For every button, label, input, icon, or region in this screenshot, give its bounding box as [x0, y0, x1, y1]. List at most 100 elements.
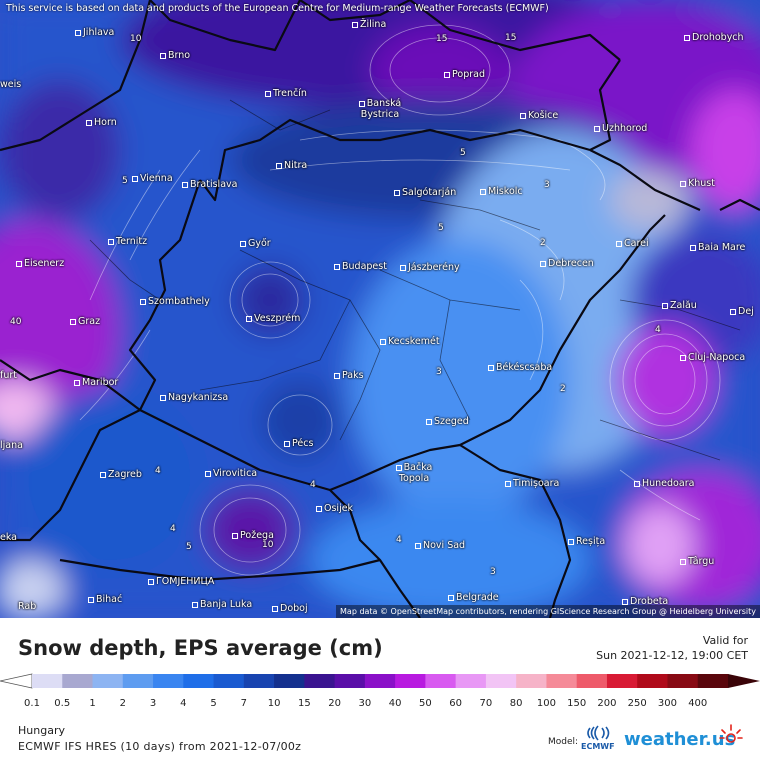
city-marker-icon: [540, 260, 546, 267]
legend-title: Snow depth, EPS average (cm): [18, 636, 383, 660]
city-kosice: Košice: [520, 110, 558, 121]
scale-swatch: [364, 674, 396, 688]
scale-swatch: [62, 674, 94, 688]
city-marker-icon: [415, 542, 421, 549]
city-marker-icon: [520, 112, 526, 119]
contour-label: 3: [436, 367, 442, 377]
city-marker-icon: [284, 440, 290, 447]
city-marker-icon: [334, 263, 340, 270]
city-ternitz: Ternitz: [108, 236, 147, 247]
scale-tick-label: 0.1: [24, 698, 40, 709]
city-bratislava: Bratislava: [182, 179, 237, 190]
scale-tick-label: 20: [328, 698, 341, 709]
scale-tick-label: 0.5: [54, 698, 71, 709]
country-borders: [0, 0, 760, 618]
scale-swatch: [274, 674, 305, 688]
city-backa-topola: Bačka Topola: [390, 462, 438, 484]
city-cluj-napoca: Cluj-Napoca: [680, 352, 745, 363]
contour-label: 10: [130, 34, 142, 44]
contour-label: 10: [262, 540, 274, 550]
city-bihac: Bihać: [88, 594, 122, 605]
city-furt: furt: [0, 370, 17, 381]
scale-swatch: [606, 674, 638, 688]
scale-tick-label: 70: [479, 698, 493, 709]
scale-swatch: [32, 674, 63, 688]
city-marker-icon: [358, 100, 365, 107]
city-marker-icon: [88, 596, 94, 603]
city-bekescsaba: Békéscsaba: [488, 362, 552, 373]
scale-swatch: [576, 674, 608, 688]
scale-swatch: [183, 674, 215, 688]
city-doboj: Doboj: [272, 603, 308, 614]
city-dej: Dej: [730, 306, 754, 317]
city-maribor: Maribor: [74, 377, 118, 388]
city-marker-icon: [160, 52, 166, 59]
scale-tick-label: 4: [180, 698, 187, 709]
city-drohobych: Drohobych: [684, 32, 744, 43]
city-zalau: Zalău: [662, 300, 697, 311]
city-khust: Khust: [680, 178, 715, 189]
city-szombathely: Szombathely: [140, 296, 210, 307]
snow-depth-map[interactable]: This service is based on data and produc…: [0, 0, 760, 618]
scale-tick-label: 30: [358, 698, 372, 709]
city-marker-icon: [395, 464, 402, 471]
scale-arrow-right: [728, 674, 760, 688]
scale-swatch: [455, 674, 487, 688]
city-eka: eka: [0, 532, 18, 543]
city-eisenerz: Eisenerz: [16, 258, 64, 269]
scale-swatch: [304, 674, 336, 688]
city-resita: Reșița: [568, 536, 605, 547]
contour-lines: [79, 24, 721, 576]
city-marker-icon: [480, 188, 486, 195]
city-marker-icon: [205, 470, 211, 477]
city-marker-icon: [634, 480, 640, 487]
scale-swatch: [395, 674, 426, 688]
sun-rays-icon: [719, 724, 743, 743]
city-marker-icon: [240, 240, 246, 247]
contour-label: 2: [560, 384, 566, 394]
model-label: Model:: [548, 737, 579, 747]
city-marker-icon: [86, 119, 92, 126]
scale-swatch: [243, 674, 275, 688]
scale-swatch: [213, 674, 245, 688]
city-jaszbereny: Jászberény: [400, 262, 460, 273]
city-marker-icon: [568, 538, 574, 545]
weather-us-logo[interactable]: weather.us: [624, 729, 736, 750]
legend-panel: Snow depth, EPS average (cm) Valid for S…: [0, 618, 760, 760]
city-pecs: Pécs: [284, 438, 313, 449]
contour-label: 40: [10, 317, 22, 327]
scale-tick-label: 7: [240, 698, 247, 709]
city-osijek: Osijek: [316, 503, 353, 514]
city-veszprem: Veszprém: [246, 313, 300, 324]
city-marker-icon: [690, 244, 696, 251]
city-marker-icon: [75, 29, 81, 36]
city-hunedoara: Hunedoara: [634, 478, 694, 489]
scale-tick-label: 10: [267, 698, 281, 709]
contour-label: 4: [655, 325, 661, 335]
city-kecskemet: Kecskemét: [380, 336, 440, 347]
city-pozega: Požega: [232, 530, 274, 541]
contour-label: 5: [186, 542, 192, 552]
city-zagreb: Zagreb: [100, 469, 142, 480]
city-marker-icon: [680, 180, 686, 187]
city-banska-bystrica: Banská Bystrica: [350, 98, 410, 120]
scale-swatch: [334, 674, 366, 688]
city-marker-icon: [616, 240, 622, 247]
snow-depth-field: [0, 0, 760, 618]
scale-swatch: [92, 674, 124, 688]
contour-label: 4: [155, 466, 161, 476]
city-budapest: Budapest: [334, 261, 387, 272]
city-marker-icon: [488, 364, 494, 371]
city-jihlava: Jihlava: [75, 27, 114, 38]
scale-tick-label: 400: [688, 698, 708, 709]
city-marker-icon: [192, 601, 198, 608]
contour-label: 3: [490, 567, 496, 577]
contour-label: 4: [396, 535, 402, 545]
scale-swatch: [122, 674, 154, 688]
city-marker-icon: [352, 21, 358, 28]
scale-swatch: [485, 674, 517, 688]
scale-arrow-left: [0, 673, 33, 689]
scale-tick-label: 200: [597, 698, 617, 709]
city-carei: Carei: [616, 238, 649, 249]
